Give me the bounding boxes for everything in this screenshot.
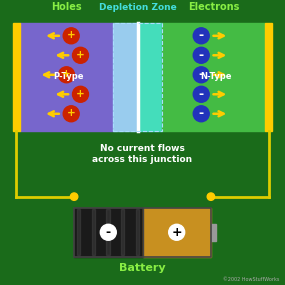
Text: +: +: [171, 226, 182, 239]
Bar: [74, 208, 142, 256]
Bar: [136, 209, 139, 255]
Bar: [113, 23, 138, 131]
Circle shape: [63, 28, 79, 44]
Bar: [106, 209, 110, 255]
Circle shape: [100, 224, 116, 240]
Text: +: +: [76, 50, 85, 60]
Circle shape: [193, 86, 209, 102]
Text: Electrons: Electrons: [188, 2, 239, 12]
Circle shape: [193, 67, 209, 83]
Text: -: -: [199, 68, 204, 81]
Text: Holes: Holes: [51, 2, 82, 12]
Bar: [211, 224, 216, 241]
Text: -: -: [199, 88, 204, 101]
Bar: [92, 209, 95, 255]
Text: +: +: [67, 30, 76, 40]
Text: -: -: [199, 107, 204, 120]
Text: +: +: [67, 108, 76, 118]
Text: Depletion Zone: Depletion Zone: [99, 3, 176, 12]
Circle shape: [72, 47, 88, 63]
Bar: [265, 23, 272, 131]
Text: +: +: [62, 69, 71, 79]
Bar: [13, 23, 20, 131]
Text: -: -: [106, 226, 111, 239]
Circle shape: [207, 193, 215, 200]
Circle shape: [72, 86, 88, 102]
Circle shape: [63, 106, 79, 122]
Bar: [162, 23, 265, 131]
Text: No current flows
across this junction: No current flows across this junction: [92, 144, 193, 164]
Circle shape: [70, 193, 78, 200]
Text: +: +: [76, 89, 85, 99]
Circle shape: [193, 47, 209, 63]
Text: N-Type: N-Type: [200, 72, 231, 82]
Bar: [74, 208, 211, 256]
Circle shape: [193, 28, 209, 44]
Circle shape: [169, 224, 185, 240]
Bar: [113, 23, 162, 131]
Circle shape: [58, 67, 74, 83]
Text: P-Type: P-Type: [53, 72, 84, 82]
Text: -: -: [199, 29, 204, 42]
Bar: [121, 209, 124, 255]
Circle shape: [193, 106, 209, 122]
Text: -: -: [199, 49, 204, 62]
Bar: [142, 208, 211, 256]
Bar: [77, 209, 80, 255]
Bar: [20, 23, 113, 131]
Bar: [138, 23, 162, 131]
Text: Battery: Battery: [119, 263, 166, 273]
Text: ©2002 HowStuffWorks: ©2002 HowStuffWorks: [223, 277, 279, 282]
